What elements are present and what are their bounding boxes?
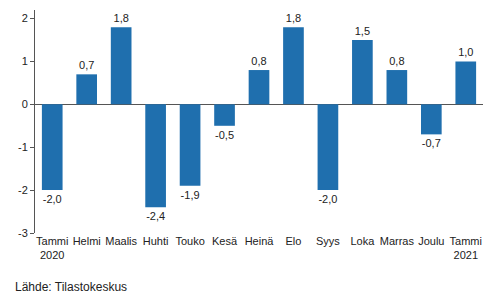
svg-text:1,8: 1,8 bbox=[114, 12, 129, 24]
svg-text:Loka: Loka bbox=[350, 235, 375, 247]
svg-text:Marras: Marras bbox=[380, 235, 415, 247]
svg-text:Joulu: Joulu bbox=[418, 235, 444, 247]
svg-text:-2,0: -2,0 bbox=[43, 193, 62, 205]
svg-text:-2,4: -2,4 bbox=[146, 210, 165, 222]
svg-text:Huhti: Huhti bbox=[143, 235, 169, 247]
svg-text:1,5: 1,5 bbox=[355, 25, 370, 37]
svg-text:2: 2 bbox=[22, 12, 28, 24]
svg-text:0,8: 0,8 bbox=[389, 55, 404, 67]
svg-text:-1: -1 bbox=[18, 141, 28, 153]
svg-text:-2: -2 bbox=[18, 184, 28, 196]
svg-text:-0,5: -0,5 bbox=[215, 129, 234, 141]
svg-text:-0,7: -0,7 bbox=[422, 137, 441, 149]
svg-text:Maalis: Maalis bbox=[105, 235, 137, 247]
svg-text:-1,9: -1,9 bbox=[181, 189, 200, 201]
svg-text:Touko: Touko bbox=[175, 235, 204, 247]
svg-text:Helmi: Helmi bbox=[73, 235, 101, 247]
svg-text:1: 1 bbox=[22, 55, 28, 67]
svg-text:Lähde: Tilastokeskus: Lähde: Tilastokeskus bbox=[15, 280, 127, 294]
svg-text:Kesä: Kesä bbox=[212, 235, 238, 247]
svg-text:1,0: 1,0 bbox=[458, 46, 473, 58]
svg-text:Heinä: Heinä bbox=[245, 235, 275, 247]
svg-text:Tammi2020: Tammi2020 bbox=[36, 235, 68, 261]
svg-text:Elo: Elo bbox=[286, 235, 302, 247]
svg-text:Tammi2021: Tammi2021 bbox=[450, 235, 482, 261]
svg-text:0,7: 0,7 bbox=[79, 59, 94, 71]
svg-text:0,8: 0,8 bbox=[251, 55, 266, 67]
svg-text:-2,0: -2,0 bbox=[318, 193, 337, 205]
svg-text:0: 0 bbox=[22, 98, 28, 110]
svg-text:1,8: 1,8 bbox=[286, 12, 301, 24]
svg-text:Syys: Syys bbox=[316, 235, 340, 247]
svg-text:-3: -3 bbox=[18, 227, 28, 239]
